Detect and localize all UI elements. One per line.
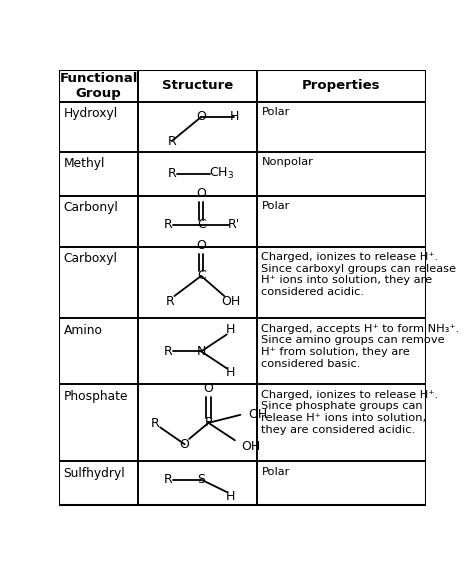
Bar xyxy=(257,102,426,152)
Text: OH: OH xyxy=(248,408,268,421)
Text: S: S xyxy=(197,473,205,486)
Bar xyxy=(59,195,138,247)
Bar xyxy=(138,318,257,385)
Text: O: O xyxy=(196,110,206,124)
Text: R: R xyxy=(164,218,173,231)
Bar xyxy=(59,461,138,505)
Bar xyxy=(257,247,426,318)
Text: Phosphate: Phosphate xyxy=(63,390,128,403)
Text: O: O xyxy=(196,238,206,252)
Bar xyxy=(138,152,257,195)
Bar xyxy=(257,461,426,505)
Bar xyxy=(257,318,426,385)
Bar xyxy=(138,102,257,152)
Text: Methyl: Methyl xyxy=(63,157,105,170)
Text: O: O xyxy=(203,382,213,395)
Text: Polar: Polar xyxy=(262,467,290,477)
Text: Functional
Group: Functional Group xyxy=(59,72,138,100)
Text: Charged, accepts H⁺ to form NH₃⁺.
Since amino groups can remove
H⁺ from solution: Charged, accepts H⁺ to form NH₃⁺. Since … xyxy=(262,324,460,368)
Text: CH$_3$: CH$_3$ xyxy=(209,166,234,181)
Text: C: C xyxy=(197,218,206,231)
Text: R: R xyxy=(164,473,173,486)
Bar xyxy=(138,247,257,318)
Bar xyxy=(138,461,257,505)
Text: Sulfhydryl: Sulfhydryl xyxy=(63,467,125,480)
Bar xyxy=(59,385,138,461)
Text: Polar: Polar xyxy=(262,107,290,117)
Text: Polar: Polar xyxy=(262,201,290,211)
Bar xyxy=(59,318,138,385)
Bar xyxy=(138,385,257,461)
Text: P: P xyxy=(205,416,212,429)
Text: Structure: Structure xyxy=(162,79,233,92)
Text: Carbonyl: Carbonyl xyxy=(63,201,118,214)
Bar xyxy=(59,152,138,195)
Bar xyxy=(257,70,426,101)
Text: Amino: Amino xyxy=(63,324,103,337)
Bar xyxy=(138,195,257,247)
Text: R: R xyxy=(167,135,176,147)
Text: H: H xyxy=(226,367,235,379)
Bar xyxy=(257,152,426,195)
Text: R': R' xyxy=(228,218,240,231)
Bar xyxy=(59,70,138,101)
Text: O: O xyxy=(180,438,190,451)
Text: R: R xyxy=(164,345,173,358)
Text: R: R xyxy=(151,417,160,430)
Text: O: O xyxy=(196,187,206,201)
Text: H: H xyxy=(229,110,239,124)
Text: Nonpolar: Nonpolar xyxy=(262,157,313,167)
Bar xyxy=(59,247,138,318)
Text: Properties: Properties xyxy=(302,79,381,92)
Bar xyxy=(138,70,257,101)
Text: C: C xyxy=(197,270,206,282)
Text: H: H xyxy=(226,324,235,336)
Text: H: H xyxy=(226,490,235,503)
Text: Carboxyl: Carboxyl xyxy=(63,252,117,265)
Text: OH: OH xyxy=(222,295,241,308)
Text: R: R xyxy=(166,295,175,308)
Text: Hydroxyl: Hydroxyl xyxy=(63,107,118,120)
Text: OH: OH xyxy=(241,440,260,452)
Bar xyxy=(59,102,138,152)
Text: N: N xyxy=(196,345,206,358)
Text: R: R xyxy=(167,167,176,180)
Bar xyxy=(257,195,426,247)
Bar xyxy=(257,385,426,461)
Text: Charged, ionizes to release H⁺.
Since carboxyl groups can release
H⁺ ions into s: Charged, ionizes to release H⁺. Since ca… xyxy=(262,252,456,297)
Text: Charged, ionizes to release H⁺.
Since phosphate groups can
release H⁺ ions into : Charged, ionizes to release H⁺. Since ph… xyxy=(262,390,438,434)
